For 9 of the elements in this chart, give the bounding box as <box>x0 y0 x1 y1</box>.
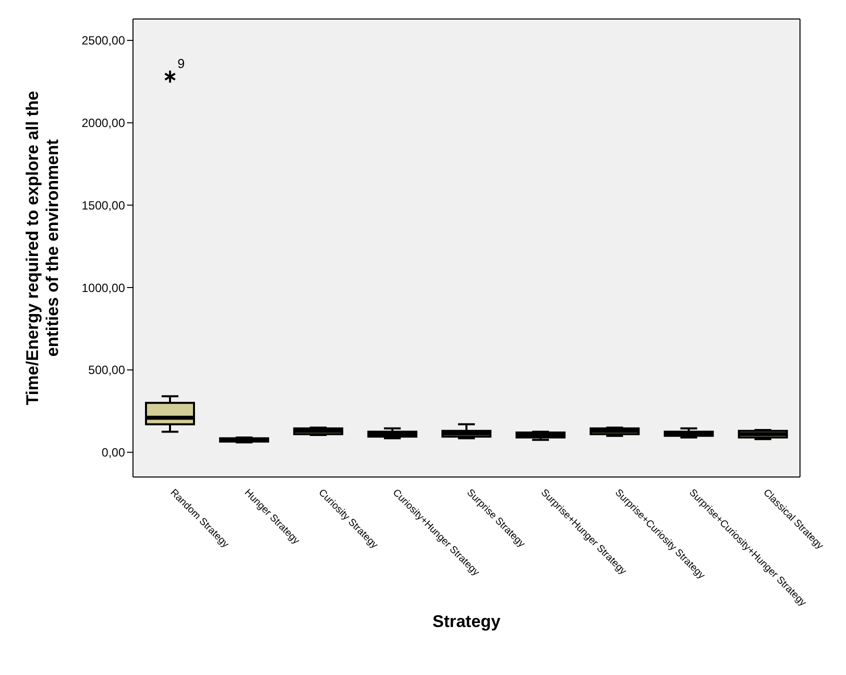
x-axis-title: Strategy <box>432 612 502 631</box>
y-tick-label: 2500,00 <box>82 34 126 48</box>
y-tick-label: 1500,00 <box>82 198 126 212</box>
y-tick-label: 500,00 <box>88 363 126 378</box>
y-axis-title: Time/Energy required to explore all the entities of the environment <box>23 90 62 406</box>
y-tick-label: 2000,00 <box>82 116 126 130</box>
annotation: 9 <box>178 56 185 72</box>
y-tick-label: 0,00 <box>102 446 126 460</box>
y-tick-label: 1000,00 <box>82 280 126 295</box>
